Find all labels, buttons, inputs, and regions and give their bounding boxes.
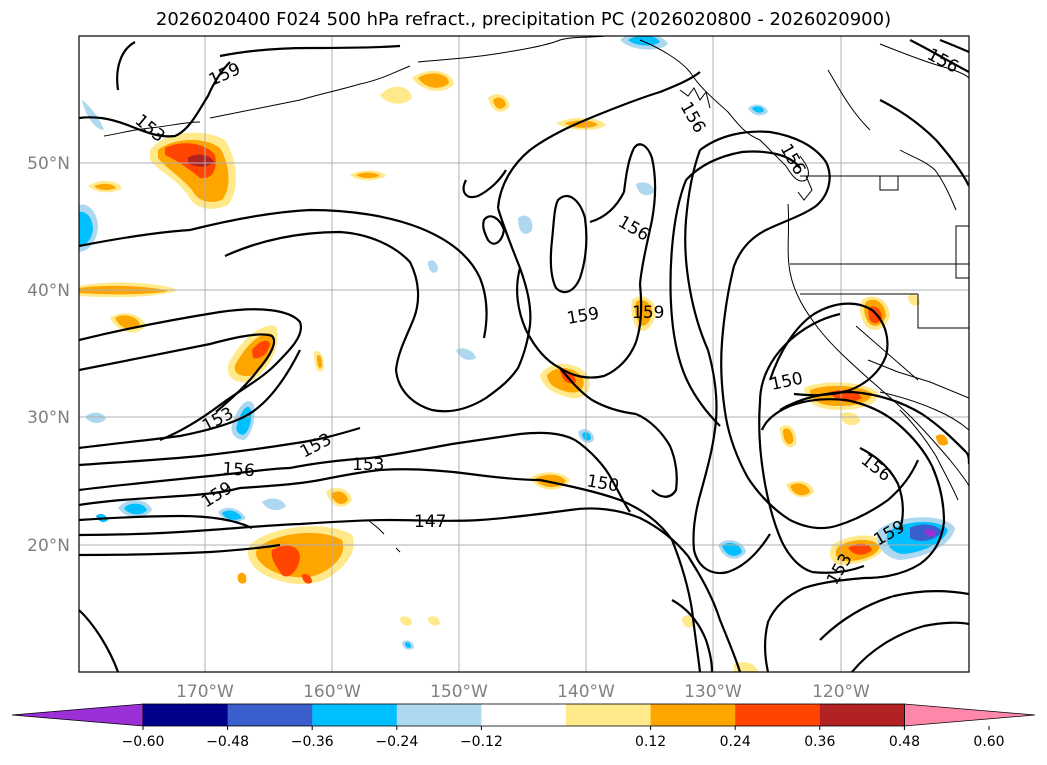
contour-label: 147 — [414, 512, 446, 532]
latitude-labels: 50°N 40°N 30°N 20°N — [27, 154, 70, 556]
colorbar-segment — [566, 704, 652, 726]
colorbar-tick-label: −0.60 — [122, 734, 165, 750]
colorbar-segment — [227, 704, 313, 726]
contour-label: 153 — [352, 455, 384, 475]
lat-label: 30°N — [27, 408, 70, 428]
colorbar-tick-label: 0.36 — [804, 734, 835, 750]
map-frame — [78, 35, 970, 673]
map-title: 2026020400 F024 500 hPa refract., precip… — [155, 9, 892, 30]
colorbar-segment — [650, 704, 736, 726]
colorbar: −0.60 −0.48 −0.36 −0.24 −0.12 0.12 0.24 0.36 0.4… — [11, 703, 1036, 750]
colorbar-segment — [735, 704, 821, 726]
longitude-labels: 170°W 160°W 150°W 140°W 130°W 120°W — [176, 682, 870, 702]
lon-label: 130°W — [684, 682, 742, 702]
colorbar-segment — [312, 704, 398, 726]
colorbar-tick-label: 0.12 — [635, 734, 666, 750]
colorbar-segment — [396, 704, 482, 726]
colorbar-segment — [481, 704, 567, 726]
lon-label: 150°W — [430, 682, 488, 702]
lon-label: 170°W — [176, 682, 234, 702]
colorbar-tick-label: −0.48 — [206, 734, 249, 750]
precipitation-shading — [79, 36, 955, 672]
colorbar-arrow-low — [11, 703, 144, 727]
map-gridlines — [79, 36, 969, 672]
colorbar-tick-label: −0.24 — [375, 734, 418, 750]
colorbar-tick-label: −0.12 — [460, 734, 503, 750]
contour-label: 159 — [632, 303, 664, 323]
lat-label: 20°N — [27, 536, 70, 556]
colorbar-arrow-high — [904, 703, 1036, 727]
colorbar-tick-label: 0.60 — [973, 734, 1004, 750]
colorbar-tick-label: 0.24 — [720, 734, 751, 750]
colorbar-segment — [143, 704, 229, 726]
lat-label: 40°N — [27, 281, 70, 301]
colorbar-segment — [819, 704, 905, 726]
lon-label: 120°W — [812, 682, 870, 702]
colorbar-frame — [142, 703, 905, 727]
refractivity-contours — [79, 38, 969, 672]
lat-label: 50°N — [27, 154, 70, 174]
contour-label: 156 — [222, 459, 256, 481]
lon-label: 140°W — [557, 682, 615, 702]
colorbar-tick-label: 0.48 — [889, 734, 920, 750]
colorbar-tick-label: −0.36 — [291, 734, 334, 750]
coastlines — [103, 36, 969, 553]
lon-label: 160°W — [303, 682, 361, 702]
